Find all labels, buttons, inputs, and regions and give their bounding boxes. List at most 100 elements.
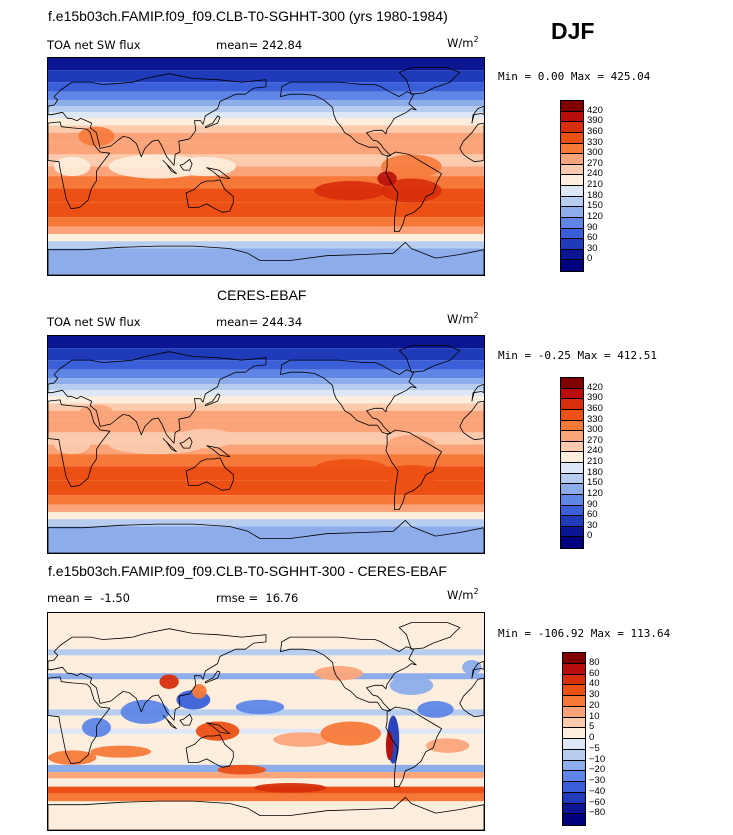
coastline <box>48 351 267 444</box>
panel1-variable: TOA net SW flux <box>47 38 141 52</box>
colorbar-box <box>561 441 583 453</box>
coastline <box>471 105 484 124</box>
coastline <box>179 158 193 171</box>
field-band <box>48 512 484 520</box>
field-band <box>48 58 484 71</box>
field-blob <box>235 699 285 715</box>
panel3-colorbar <box>562 652 586 826</box>
field-band <box>48 106 484 113</box>
panel2-mean: mean= 244.34 <box>216 315 303 329</box>
coastline <box>459 122 484 163</box>
coastline <box>459 400 484 441</box>
colorbar-tick-label: 90 <box>587 498 598 510</box>
colorbar-box <box>563 771 585 782</box>
field-blob <box>78 404 115 425</box>
colorbar-box <box>561 207 583 218</box>
colorbar-tick-label: −80 <box>589 807 606 819</box>
colorbar-box <box>563 717 585 729</box>
field-band <box>48 764 484 773</box>
coastline <box>280 359 417 435</box>
panel2-title: CERES-EBAF <box>217 287 307 303</box>
field-band <box>48 519 484 527</box>
panel3-rmse: rmse = 16.76 <box>216 591 299 605</box>
coastline <box>206 167 231 179</box>
colorbar-box <box>563 696 585 707</box>
field-blob <box>314 180 388 201</box>
colorbar-tick-label: −20 <box>589 764 606 776</box>
coastline <box>48 399 111 488</box>
colorbar-box <box>561 505 583 517</box>
coastline <box>48 121 111 210</box>
colorbar-tick-label: 0 <box>587 253 593 265</box>
field-band <box>48 142 484 155</box>
field-blob <box>377 171 397 186</box>
colorbar-box <box>561 154 583 165</box>
colorbar-box <box>563 653 585 664</box>
colorbar-box <box>561 537 583 548</box>
coastline <box>204 115 221 129</box>
colorbar-box <box>563 749 585 761</box>
field-band <box>48 217 484 227</box>
colorbar-tick-label: 120 <box>587 210 603 222</box>
colorbar-tick-label: 5 <box>589 721 595 733</box>
colorbar-box <box>561 239 583 250</box>
coastline <box>48 519 484 553</box>
colorbar-tick-label: −5 <box>589 742 600 754</box>
colorbar-tick-label: 120 <box>587 487 603 499</box>
colorbar-tick-label: 360 <box>587 402 603 414</box>
field-blob <box>387 434 436 455</box>
colorbar-tick-label: 30 <box>587 242 598 254</box>
colorbar-box <box>563 685 585 696</box>
colorbar-box <box>561 516 583 527</box>
field-band <box>48 403 484 411</box>
colorbar-box <box>561 175 583 186</box>
field-blob <box>381 464 442 485</box>
coastline <box>162 438 177 453</box>
panel2-map <box>47 335 485 554</box>
colorbar-box <box>563 792 585 804</box>
coastline <box>48 73 267 166</box>
colorbar-box <box>563 663 585 675</box>
colorbar-tick-label: 390 <box>587 115 603 127</box>
field-blob <box>462 660 482 675</box>
colorbar-box <box>563 728 585 739</box>
field-band <box>48 378 484 385</box>
colorbar-box <box>563 706 585 718</box>
field-band <box>48 454 484 467</box>
field-band <box>48 336 484 349</box>
coastline <box>459 677 484 718</box>
coastline <box>280 81 417 157</box>
colorbar-box <box>561 228 583 240</box>
colorbar-tick-label: −10 <box>589 753 606 765</box>
field-blob <box>54 156 91 177</box>
field-band <box>48 649 484 656</box>
field-band <box>48 480 484 496</box>
colorbar-tick-label: 60 <box>587 232 598 244</box>
coastline <box>280 636 417 712</box>
coastline <box>48 241 484 275</box>
coastline <box>398 622 461 650</box>
colorbar-box <box>561 196 583 208</box>
field-band <box>48 728 484 734</box>
colorbar-tick-label: 420 <box>587 104 603 116</box>
coastline <box>48 796 484 830</box>
colorbar-box <box>561 409 583 421</box>
panel3-map-svg <box>48 613 484 830</box>
field-blob <box>417 701 454 718</box>
colorbar-tick-label: 210 <box>587 456 603 467</box>
field-blob <box>253 782 327 793</box>
colorbar-tick-label: 20 <box>589 699 600 711</box>
colorbar-box <box>561 431 583 442</box>
field-band <box>48 125 484 133</box>
field-band <box>48 495 484 505</box>
colorbar-box <box>561 494 583 506</box>
colorbar-box <box>561 132 583 144</box>
colorbar-box <box>563 674 585 686</box>
panel1-minmax: Min = 0.00 Max = 425.04 <box>498 70 651 83</box>
field-band <box>48 772 484 779</box>
colorbar-tick-label: 330 <box>587 413 603 425</box>
coastline <box>48 676 111 765</box>
field-band <box>48 226 484 234</box>
field-blob <box>175 428 236 449</box>
colorbar-box <box>561 101 583 112</box>
